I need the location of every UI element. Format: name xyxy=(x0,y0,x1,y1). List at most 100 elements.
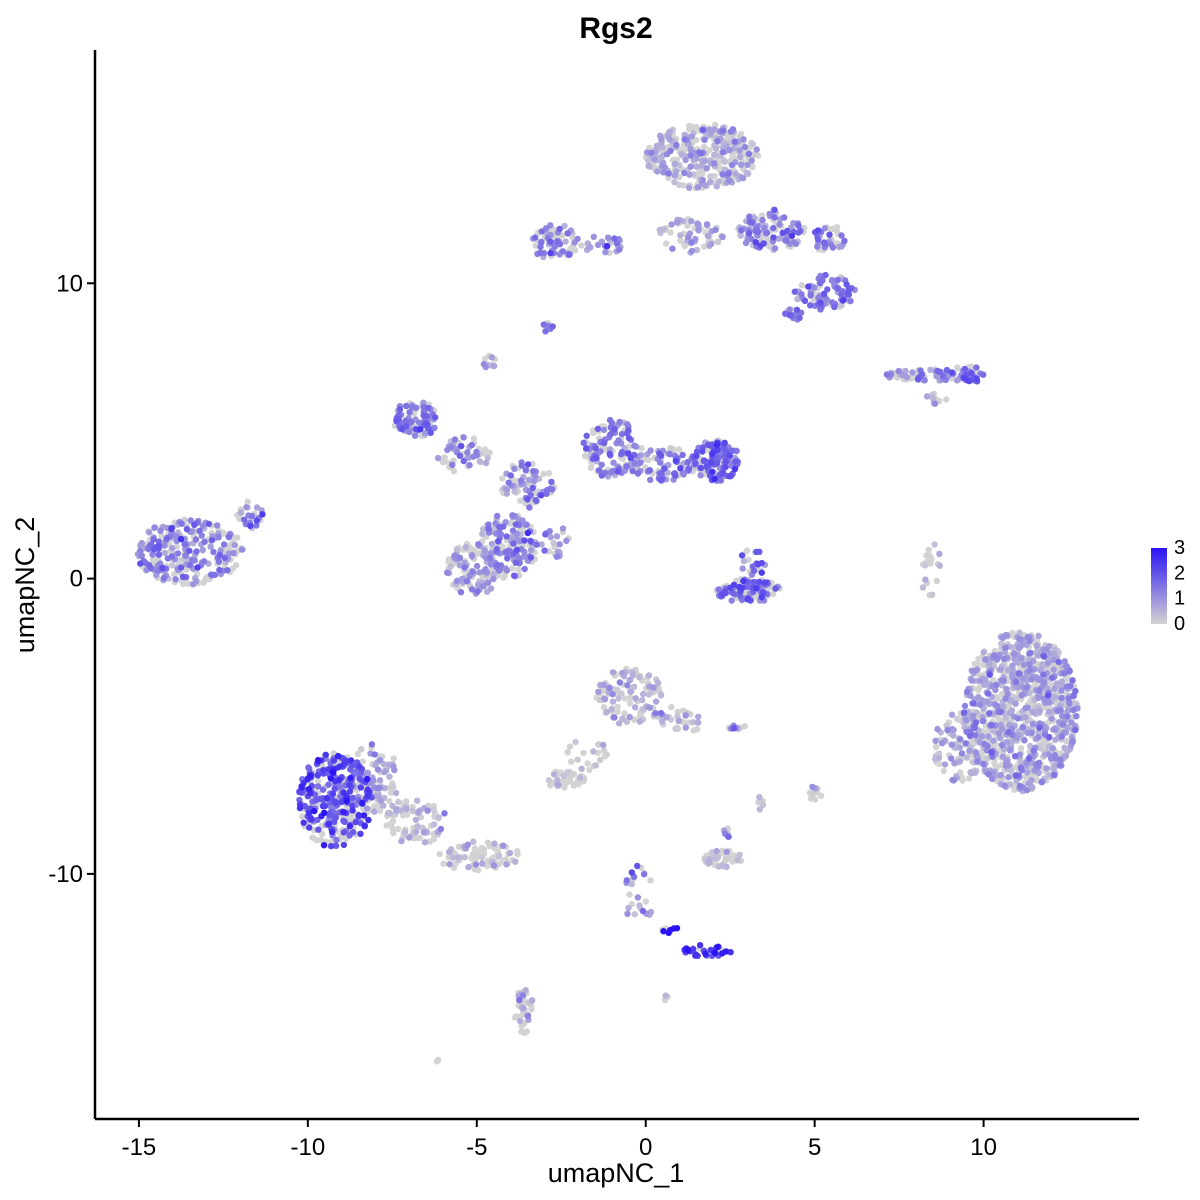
cell-point xyxy=(336,763,343,770)
cell-point xyxy=(721,463,729,471)
cell-point xyxy=(636,718,644,725)
cell-point xyxy=(672,725,679,732)
cell-point xyxy=(811,796,819,803)
cell-point xyxy=(481,568,488,575)
cell-point xyxy=(770,590,777,598)
cell-point xyxy=(991,652,998,659)
cell-point xyxy=(581,452,589,460)
cell-point xyxy=(636,902,643,909)
cell-point xyxy=(527,537,534,545)
cell-point xyxy=(461,564,468,571)
cell-point xyxy=(625,434,633,442)
cell-point xyxy=(155,551,163,558)
cell-point xyxy=(509,565,516,572)
cell-point xyxy=(1023,786,1031,794)
cell-point xyxy=(522,987,529,994)
cell-point xyxy=(744,161,751,168)
cell-point xyxy=(435,814,443,821)
cell-point xyxy=(542,531,549,538)
cell-point xyxy=(578,765,585,772)
cell-point xyxy=(721,588,729,595)
cell-point xyxy=(572,738,579,746)
cell-point xyxy=(355,812,362,819)
cell-point xyxy=(491,840,498,847)
cell-point xyxy=(1026,667,1033,674)
cell-point xyxy=(688,239,695,246)
cell-point xyxy=(306,772,314,780)
cell-point xyxy=(320,842,328,849)
cell-point xyxy=(1005,773,1012,781)
cell-point xyxy=(518,462,526,469)
cell-point xyxy=(645,672,653,679)
cell-point xyxy=(346,822,354,830)
cell-point xyxy=(420,829,428,836)
cell-point xyxy=(645,162,652,170)
cell-point xyxy=(500,574,507,581)
cell-point xyxy=(417,425,424,433)
cell-point xyxy=(814,243,821,250)
cell-point xyxy=(494,512,501,520)
cell-point xyxy=(1004,690,1011,697)
cell-point xyxy=(731,138,738,145)
cell-point xyxy=(1052,694,1059,701)
cell-point xyxy=(1045,699,1053,706)
cell-point xyxy=(700,243,708,250)
cell-point xyxy=(714,138,721,145)
cell-point xyxy=(667,229,674,236)
cell-point xyxy=(369,777,377,784)
y-ticks: -10 0 10 xyxy=(48,270,95,888)
cell-point xyxy=(305,809,313,817)
cell-point xyxy=(957,736,964,743)
cell-point xyxy=(795,229,802,236)
cell-point xyxy=(733,458,740,465)
cell-point xyxy=(991,759,998,766)
cell-point xyxy=(157,527,164,534)
cell-point xyxy=(493,561,501,568)
cell-point xyxy=(515,566,522,573)
cell-point xyxy=(719,171,726,178)
cell-point xyxy=(1034,652,1041,659)
cell-point xyxy=(529,484,536,492)
cell-point xyxy=(300,819,307,826)
cell-point xyxy=(740,557,748,565)
cell-point xyxy=(488,354,496,361)
cell-point xyxy=(205,520,213,528)
cell-point xyxy=(1015,645,1023,652)
cell-point xyxy=(921,377,928,384)
cell-point xyxy=(998,640,1005,647)
cell-point xyxy=(764,236,771,243)
cell-point xyxy=(359,758,366,765)
cell-point xyxy=(738,552,746,559)
cell-point xyxy=(753,146,760,153)
cell-point xyxy=(994,702,1001,710)
cell-point xyxy=(453,546,460,553)
cell-point xyxy=(621,710,628,717)
cell-point xyxy=(609,669,617,676)
cell-point xyxy=(948,369,956,376)
cell-point xyxy=(1010,650,1018,658)
cell-point xyxy=(396,406,404,413)
cell-point xyxy=(348,762,356,769)
cell-point xyxy=(560,772,567,779)
cell-point xyxy=(509,527,517,534)
cell-point xyxy=(681,169,688,177)
cell-point xyxy=(685,234,692,241)
cell-point xyxy=(759,801,767,808)
cell-point xyxy=(681,136,688,143)
cell-point xyxy=(412,816,420,823)
cell-point xyxy=(659,144,666,151)
cell-point xyxy=(528,1005,535,1013)
cell-point xyxy=(1048,674,1056,681)
cell-point xyxy=(468,441,475,449)
cell-point xyxy=(999,634,1007,641)
cell-point xyxy=(932,743,940,750)
cell-point xyxy=(393,417,400,425)
cell-point xyxy=(817,299,824,306)
cell-point xyxy=(473,448,480,456)
cell-point xyxy=(648,149,655,157)
cell-point xyxy=(752,239,759,246)
cell-point xyxy=(1063,738,1070,745)
cell-point xyxy=(1021,737,1028,744)
cell-point xyxy=(590,429,597,437)
cell-point xyxy=(814,236,822,243)
